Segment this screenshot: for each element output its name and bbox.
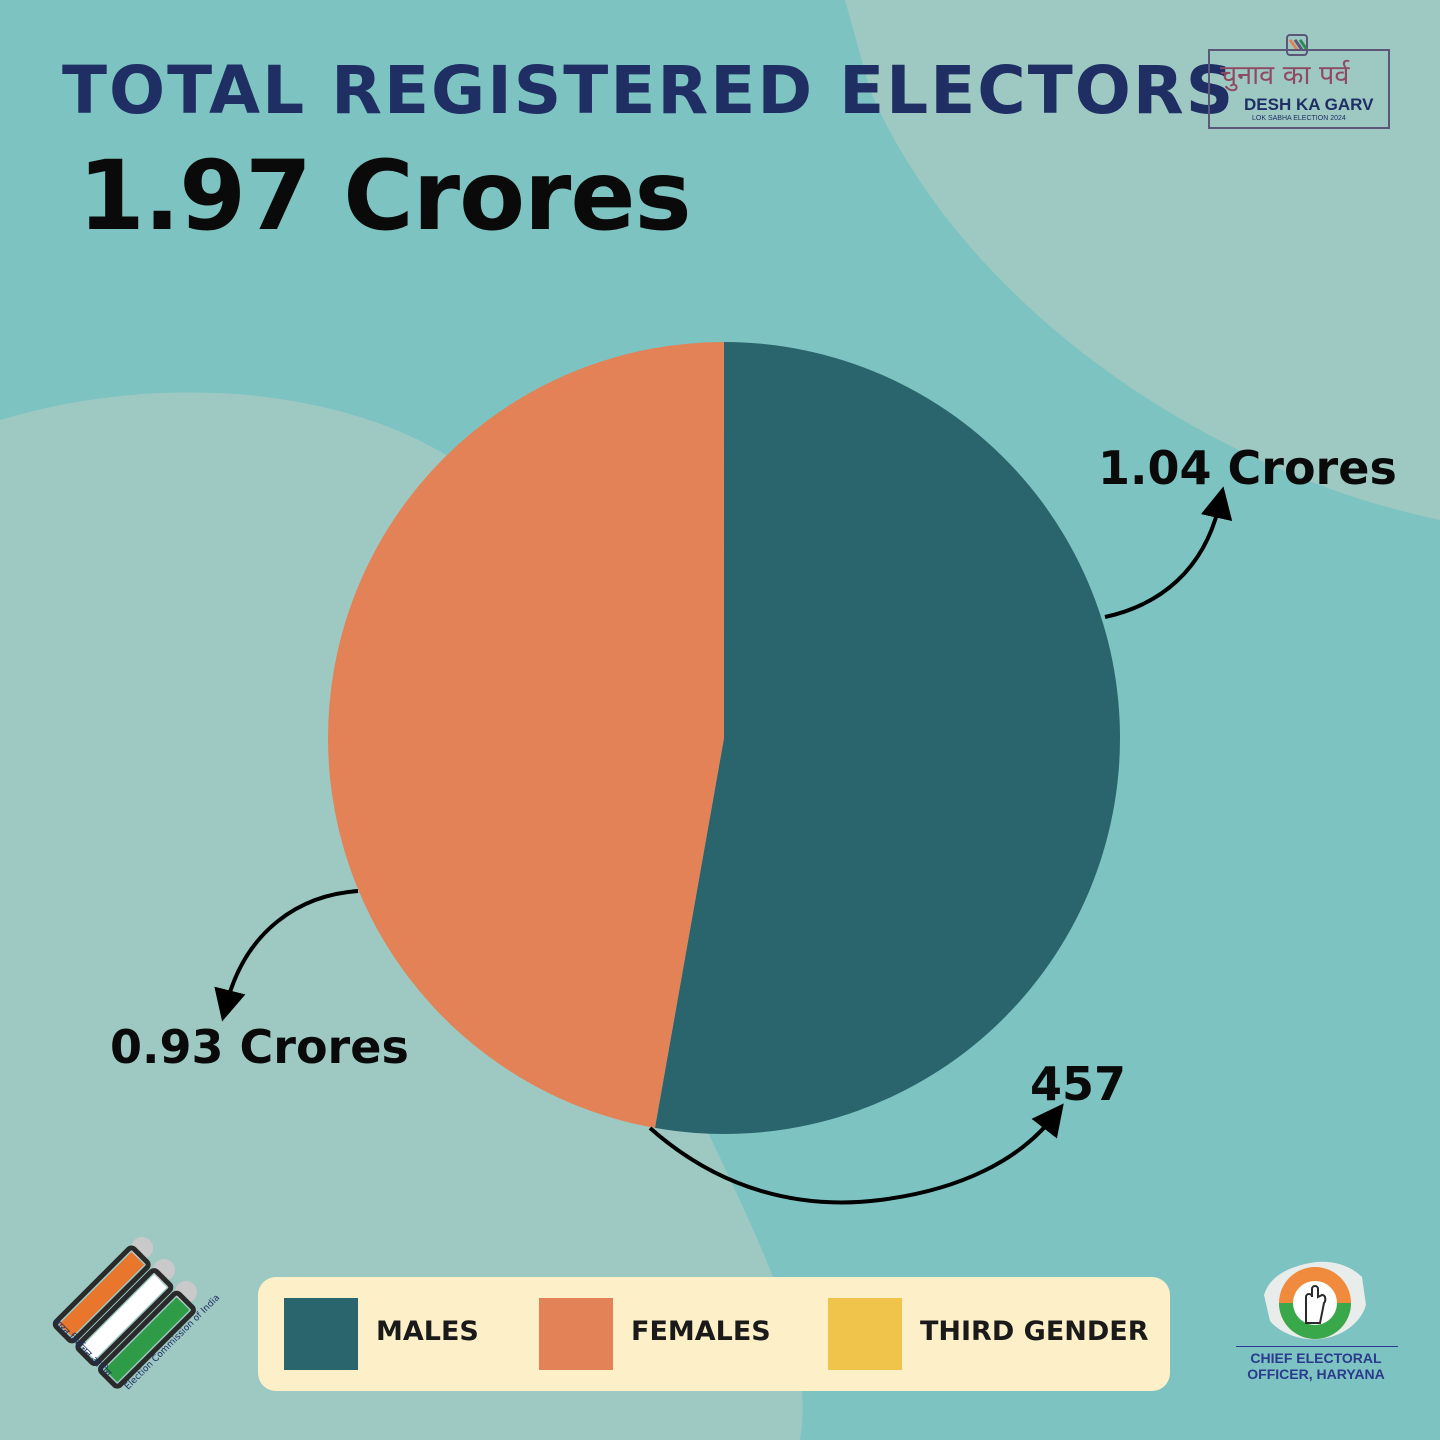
logo-english-text: DESH KA GARV — [1244, 95, 1374, 114]
legend-swatch-males — [284, 1298, 358, 1370]
ceo-divider — [1236, 1346, 1398, 1347]
election-commission-logo: भारत निर्वाचन आयोग Election Commission o… — [50, 1237, 220, 1392]
total-electors-value: 1.97 Crores — [78, 140, 692, 252]
third-gender-leader-arrow — [648, 1103, 1064, 1205]
chart-legend: MALES FEMALES THIRD GENDER — [258, 1277, 1170, 1391]
females-data-label: 0.93 Crores — [110, 1020, 409, 1074]
legend-label-males: MALES — [376, 1316, 479, 1347]
logo-subtitle-text: LOK SABHA ELECTION 2024 — [1252, 115, 1346, 122]
page-title: TOTAL REGISTERED ELECTORS — [62, 52, 1236, 129]
ceo-line-1: CHIEF ELECTORAL — [1250, 1350, 1382, 1366]
males-leader-arrow — [1104, 486, 1233, 619]
ballot-box-icon — [1284, 30, 1314, 60]
ceo-haryana-text: CHIEF ELECTORAL OFFICER, HARYANA — [1226, 1350, 1406, 1382]
third-gender-data-label: 457 — [1030, 1057, 1126, 1111]
logo-hindi-text: चुनाव का पर्व — [1220, 60, 1350, 91]
pie-slice-males — [654, 342, 1120, 1134]
ceo-haryana-emblem — [1264, 1261, 1366, 1340]
desh-ka-garv-logo: चुनाव का पर्व DESH KA GARV LOK SABHA ELE… — [1208, 49, 1390, 129]
legend-swatch-females — [539, 1298, 613, 1370]
pie-slice-females — [328, 342, 724, 1128]
legend-swatch-third-gender — [828, 1298, 902, 1370]
legend-label-females: FEMALES — [631, 1316, 771, 1347]
males-data-label: 1.04 Crores — [1098, 441, 1397, 495]
females-leader-arrow — [214, 889, 359, 1022]
ceo-line-2: OFFICER, HARYANA — [1247, 1366, 1385, 1382]
legend-label-third-gender: THIRD GENDER — [920, 1316, 1149, 1347]
